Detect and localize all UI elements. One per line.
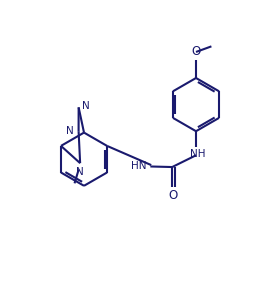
Text: N: N xyxy=(76,167,83,176)
Text: O: O xyxy=(191,45,201,58)
Text: N: N xyxy=(66,126,74,136)
Text: NH: NH xyxy=(190,149,205,160)
Text: O: O xyxy=(169,189,178,202)
Text: HN: HN xyxy=(132,161,147,170)
Text: N: N xyxy=(82,101,90,111)
